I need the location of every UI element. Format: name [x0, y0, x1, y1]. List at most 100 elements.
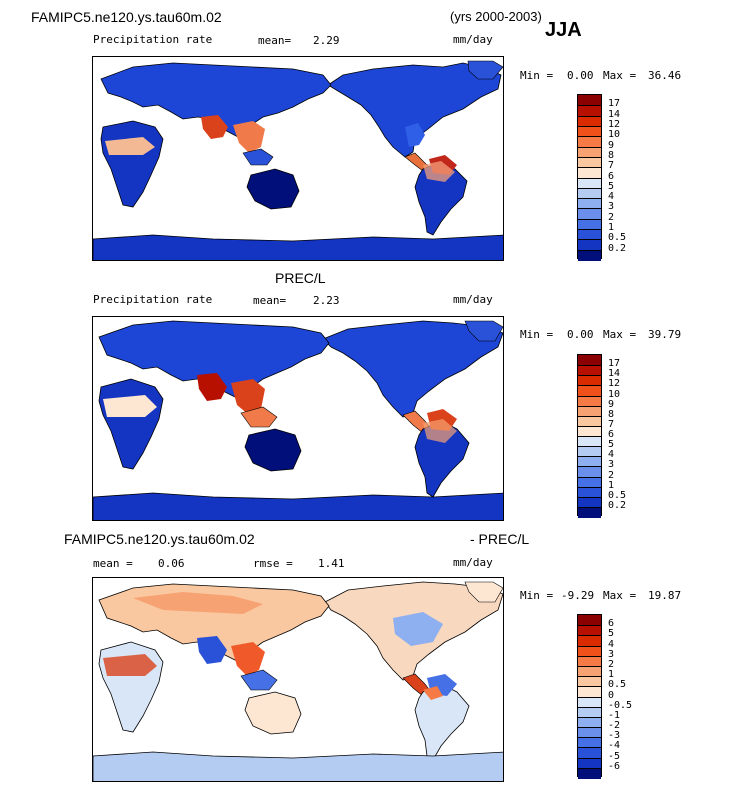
panel1-colorbar-tick-label: 7	[608, 160, 615, 172]
panel1-colorbar-tick-label: 17	[608, 98, 621, 110]
panel3-rmse-value: 1.41	[318, 557, 345, 570]
panel3-colorbar-swatch	[578, 645, 601, 657]
panel3-rmse-label: rmse =	[253, 557, 293, 570]
panel2-colorbar-swatch	[578, 496, 601, 508]
panel2-colorbar	[577, 354, 602, 518]
sahel-diff	[103, 654, 157, 676]
india-monsoon	[201, 115, 228, 139]
panel1-mean-label: mean=	[258, 34, 292, 47]
panel1-colorbar-swatch	[578, 187, 601, 200]
panel1-colorbar-swatch	[578, 95, 601, 107]
panel1-min-value: 0.00	[567, 69, 594, 82]
panel3-map-svg	[93, 581, 503, 781]
amazon-moist	[423, 419, 457, 443]
panel2-map	[92, 316, 504, 521]
panel3-units: mm/day	[453, 556, 493, 569]
panel2-colorbar-tick-label: 0.5	[608, 489, 627, 501]
panel2-colorbar-tick-label: 2	[608, 469, 615, 481]
panel2-colorbar-swatch	[578, 395, 601, 407]
panel3-colorbar-tick-label: 5	[608, 628, 615, 640]
panel2-colorbar-swatch	[578, 385, 601, 397]
panel1-colorbar-tick-label: 6	[608, 170, 615, 182]
panel1-colorbar-swatch	[578, 208, 601, 220]
panel1-colorbar-swatch	[578, 229, 601, 241]
panel2-colorbar-swatch	[578, 425, 601, 437]
panel2-colorbar-swatch	[578, 466, 601, 478]
season-label: JJA	[545, 19, 582, 41]
north-america-wet	[405, 123, 425, 147]
australia-land	[244, 691, 302, 735]
antarctica-land	[93, 492, 503, 520]
panel2-map-svg	[93, 320, 503, 520]
panel1-colorbar-tick-label: 0.2	[608, 242, 627, 254]
panel3-colorbar-swatch	[578, 716, 601, 729]
panel3-colorbar-tick-label: -0.5	[608, 699, 633, 711]
panel3-colorbar-swatch	[578, 706, 601, 718]
panel3-colorbar-swatch	[578, 757, 601, 769]
panel2-variable: Precipitation rate	[93, 293, 213, 306]
case-title: FAMIPC5.ne120.ys.tau60m.02	[31, 9, 222, 25]
panel3-colorbar-swatch	[578, 696, 601, 708]
panel3-colorbar-swatch	[578, 665, 601, 678]
panel1-colorbar-swatch	[578, 156, 601, 169]
panel3-colorbar-tick-label: -6	[608, 760, 621, 772]
india-monsoon	[197, 373, 227, 401]
panel3-colorbar-tick-label: -5	[608, 750, 621, 762]
panel1-colorbar-swatch	[578, 136, 601, 148]
maritime-continent	[240, 669, 278, 691]
panel3-colorbar-swatch	[578, 625, 601, 637]
panel1-colorbar-swatch	[578, 218, 601, 231]
panel2-colorbar-tick-label: 4	[608, 449, 615, 461]
south-america-land	[414, 420, 470, 498]
panel1-colorbar-tick-label: 12	[608, 118, 621, 130]
panel3-colorbar-tick-label: 1	[608, 669, 615, 681]
southeast-asia-monsoon	[231, 379, 265, 415]
panel1-colorbar-swatch	[578, 249, 601, 261]
panel2-title: PREC/L	[275, 270, 326, 286]
panel1-colorbar-tick-label: 4	[608, 191, 615, 203]
years-label: (yrs 2000-2003)	[450, 9, 542, 24]
panel1-colorbar-tick-label: 5	[608, 180, 615, 192]
panel2-min-value: 0.00	[567, 328, 594, 341]
panel1-colorbar-swatch	[578, 105, 601, 117]
india-diff	[197, 636, 227, 664]
panel1-map	[92, 56, 504, 261]
sahel-rain	[103, 395, 157, 417]
panel2-colorbar-tick-label: 3	[608, 459, 615, 471]
panel2-units: mm/day	[453, 293, 493, 306]
panel1-colorbar-swatch	[578, 239, 601, 251]
panel3-min-value: -9.29	[561, 589, 595, 602]
panel3-colorbar-tick-label: -3	[608, 730, 621, 742]
panel2-colorbar-swatch	[578, 446, 601, 458]
panel1-map-svg	[93, 60, 503, 260]
maritime-continent	[242, 148, 274, 166]
panel2-colorbar-tick-label: 5	[608, 439, 615, 451]
panel1-min-label: Min =	[520, 69, 554, 82]
greenland-land	[464, 581, 503, 603]
panel1-colorbar-tick-label: 2	[608, 211, 615, 223]
panel1-colorbar-swatch	[578, 146, 601, 158]
panel3-map	[92, 577, 504, 782]
panel3-colorbar-swatch	[578, 615, 601, 627]
panel3-colorbar-swatch	[578, 737, 601, 749]
panel3-colorbar-swatch	[578, 686, 601, 698]
panel3-colorbar-swatch	[578, 635, 601, 647]
panel3-colorbar-tick-label: 2	[608, 658, 615, 670]
amazon-moist	[423, 161, 455, 182]
panel1-variable: Precipitation rate	[93, 33, 213, 46]
panel3-colorbar-tick-label: -2	[608, 720, 621, 732]
southeast-asia-monsoon	[233, 121, 265, 153]
greenland-land	[467, 60, 503, 80]
panel3-colorbar-tick-label: 0.5	[608, 679, 627, 691]
panel2-colorbar-swatch	[578, 456, 601, 468]
southeast-asia-diff	[231, 642, 265, 676]
panel1-mean-value: 2.29	[313, 34, 340, 47]
north-america-land	[322, 320, 503, 418]
panel1-colorbar-swatch	[578, 167, 601, 179]
panel2-colorbar-tick-label: 17	[608, 358, 621, 370]
panel2-colorbar-tick-label: 6	[608, 429, 615, 440]
panel2-colorbar-tick-label: 0.2	[608, 499, 627, 511]
panel2-max-label: Max =	[603, 328, 637, 341]
panel2-colorbar-swatch	[578, 375, 601, 387]
panel2-colorbar-swatch	[578, 436, 601, 448]
